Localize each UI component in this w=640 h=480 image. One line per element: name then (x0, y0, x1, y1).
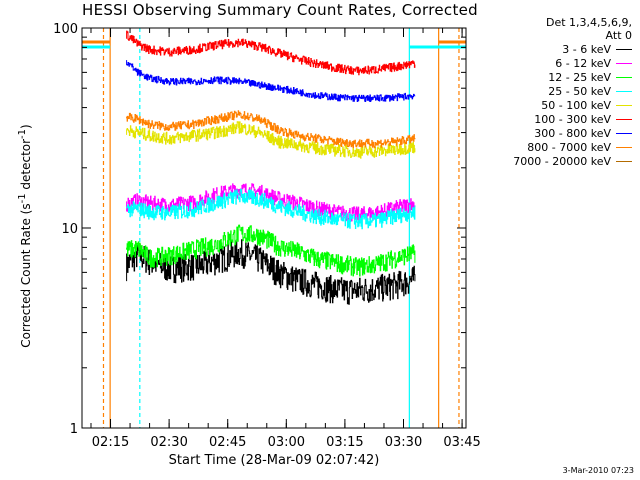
series-line-6 (126, 30, 416, 76)
legend-label: 50 - 100 keV (541, 98, 611, 112)
legend-entry: 25 - 50 keV (484, 84, 632, 98)
x-tick-label: 03:15 (326, 435, 363, 450)
legend-entry: 50 - 100 keV (484, 98, 632, 112)
legend-entry: 12 - 25 keV (484, 70, 632, 84)
series-line-4 (126, 188, 416, 230)
legend-label: 6 - 12 keV (555, 56, 611, 70)
legend-swatch (616, 118, 632, 120)
chart-title: HESSI Observing Summary Count Rates, Cor… (82, 1, 478, 19)
legend-label: 12 - 25 keV (548, 70, 611, 84)
x-tick-label: 02:30 (150, 435, 187, 450)
axes: 1 10 100 02:15 02:30 02:45 03:00 03:15 03:30 03:4… (53, 22, 481, 450)
legend-entry: 800 - 7000 keV (484, 140, 632, 154)
legend-header-2: Att 0 (605, 29, 632, 42)
legend-swatch (616, 104, 632, 106)
legend-entries: 3 - 6 keV 6 - 12 keV 12 - 25 keV 25 - 50 ke… (484, 42, 632, 168)
series-line-3 (126, 224, 416, 277)
y-tick-label: 100 (53, 22, 78, 37)
legend-swatch (616, 48, 632, 50)
x-tick-label: 02:15 (92, 435, 129, 450)
legend-label: 300 - 800 keV (534, 126, 611, 140)
series-line-7 (126, 60, 416, 102)
legend: Det 1,3,4,5,6,9, Att 0 3 - 6 keV 6 - 12 k… (484, 16, 632, 168)
series-line-8 (126, 110, 416, 149)
legend-entry: 300 - 800 keV (484, 126, 632, 140)
legend-entry: 6 - 12 keV (484, 56, 632, 70)
legend-entry: 7000 - 20000 keV (484, 154, 632, 168)
legend-label: 25 - 50 keV (548, 84, 611, 98)
legend-swatch (616, 76, 632, 78)
x-axis-label: Start Time (28-Mar-09 02:07:42) (168, 453, 380, 468)
legend-label: 3 - 6 keV (562, 42, 611, 56)
legend-label: 7000 - 20000 keV (513, 154, 611, 168)
x-tick-label: 02:45 (209, 435, 246, 450)
series-line-1 (126, 239, 416, 305)
legend-entry: 3 - 6 keV (484, 42, 632, 56)
legend-swatch (616, 62, 632, 64)
legend-swatch (616, 132, 632, 134)
legend-swatch (616, 146, 632, 148)
y-tick-label: 1 (70, 422, 78, 437)
legend-entry: 100 - 300 keV (484, 112, 632, 126)
legend-swatch (616, 90, 632, 92)
legend-swatch (616, 160, 632, 162)
legend-label: 800 - 7000 keV (527, 140, 611, 154)
legend-header-1: Det 1,3,4,5,6,9, (545, 16, 632, 29)
x-tick-label: 03:45 (443, 435, 480, 450)
series-lines (126, 30, 416, 305)
x-tick-label: 03:00 (268, 435, 305, 450)
y-tick-label: 10 (61, 222, 78, 237)
timestamp: 3-Mar-2010 07:23 (562, 466, 634, 475)
legend-label: 100 - 300 keV (534, 112, 611, 126)
x-tick-label: 03:30 (385, 435, 422, 450)
series-line-5 (126, 121, 416, 159)
